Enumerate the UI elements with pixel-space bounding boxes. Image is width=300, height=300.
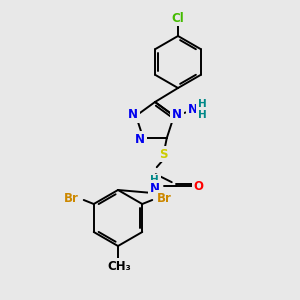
Text: Cl: Cl: [172, 11, 184, 25]
Text: S: S: [160, 148, 168, 161]
Text: N: N: [135, 133, 145, 146]
Text: H: H: [198, 99, 206, 109]
Text: Br: Br: [157, 191, 172, 205]
Text: N: N: [188, 103, 198, 116]
Text: N: N: [172, 108, 182, 121]
Text: N: N: [128, 108, 138, 121]
Text: O: O: [194, 180, 204, 193]
Text: H: H: [198, 110, 206, 120]
Text: H: H: [150, 175, 159, 185]
Text: Br: Br: [64, 191, 79, 205]
Text: N: N: [150, 182, 160, 195]
Text: CH₃: CH₃: [107, 260, 131, 272]
